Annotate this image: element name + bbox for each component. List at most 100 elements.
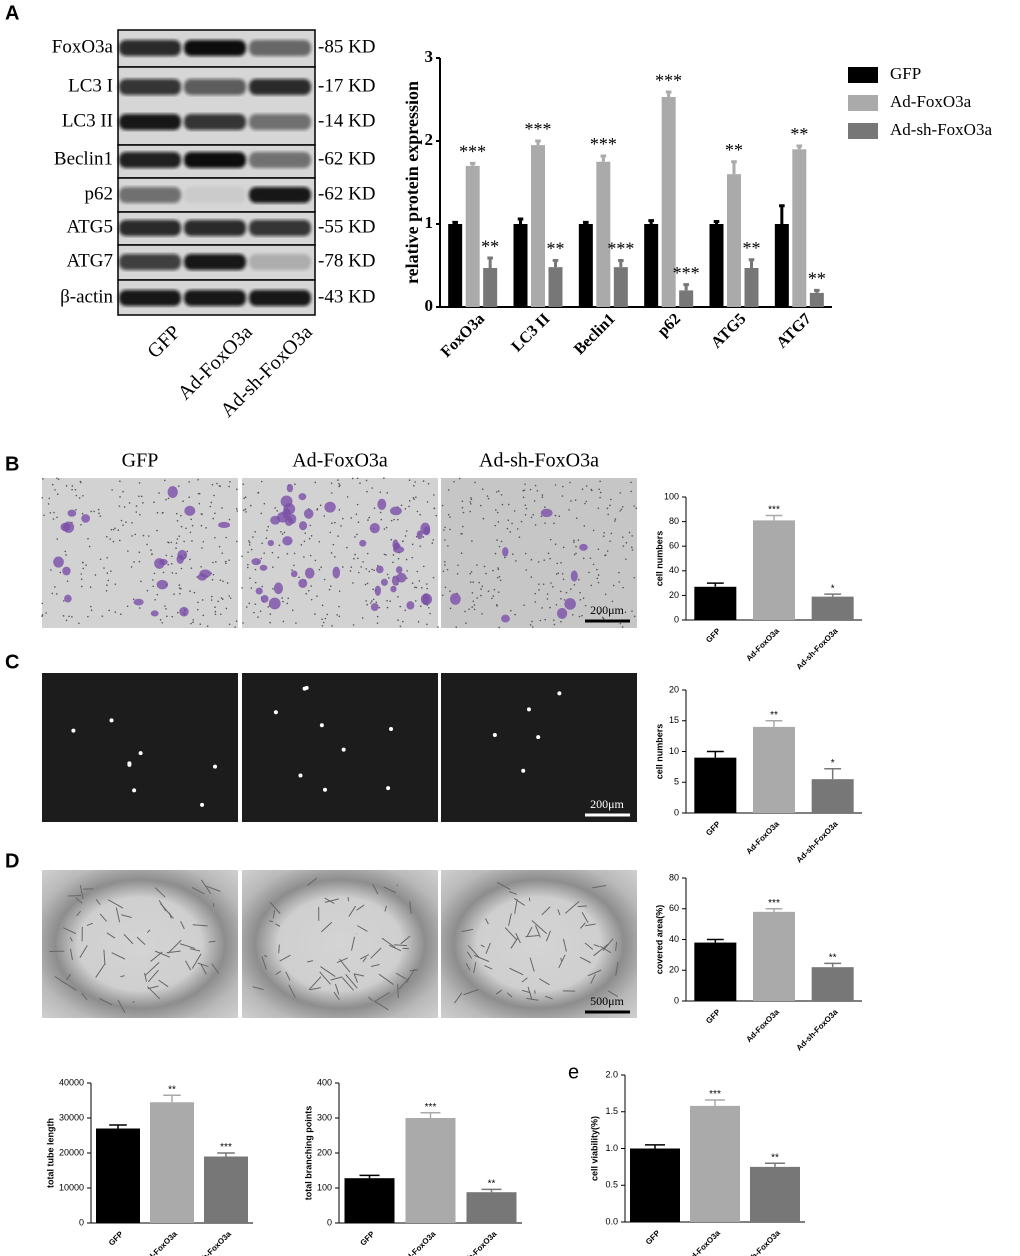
image-speck <box>420 587 423 589</box>
image-speck <box>411 543 414 546</box>
image-tube-line <box>515 932 521 944</box>
image-speck <box>228 485 230 488</box>
image-speck <box>418 580 421 582</box>
image-speck <box>71 616 73 618</box>
size-label: -14 KD <box>318 110 376 131</box>
image-speck <box>575 517 578 520</box>
image-speck <box>175 512 178 515</box>
image-speck <box>261 585 264 588</box>
image-tube-line <box>484 965 493 970</box>
y-tick-label: 1.5 <box>605 1106 618 1116</box>
image-tube-line <box>558 954 566 969</box>
image-speck <box>88 545 91 548</box>
image-speck <box>402 540 404 543</box>
image-cell <box>260 595 269 603</box>
image-speck <box>464 610 466 613</box>
image-cell <box>156 579 168 590</box>
image-speck <box>150 549 152 551</box>
image-speck <box>352 582 354 584</box>
image-speck <box>106 556 108 559</box>
image-speck <box>411 582 414 585</box>
image-speck <box>500 493 503 496</box>
image-tube-line <box>208 940 216 943</box>
image-speck <box>392 561 394 564</box>
blot-band <box>119 114 181 130</box>
y-tick-label: 40 <box>669 934 679 944</box>
image-cell <box>556 608 568 619</box>
image-speck <box>553 522 555 525</box>
image-speck <box>406 570 408 572</box>
image-speck <box>119 480 121 483</box>
image-cell <box>298 578 308 589</box>
image-speck <box>470 503 472 505</box>
error-bar <box>824 593 842 597</box>
column-title: Ad-sh-FoxO3a <box>479 450 599 472</box>
image-speck <box>497 568 500 571</box>
image-speck <box>422 565 425 568</box>
image-speck <box>575 545 577 548</box>
image-speck <box>156 511 159 514</box>
image-speck <box>314 481 317 484</box>
image-speck <box>362 561 364 563</box>
x-tick-label: ATG7 <box>773 310 814 351</box>
image-speck <box>355 513 358 516</box>
image-tube-line <box>398 977 410 990</box>
image-speck <box>366 582 369 585</box>
image-speck <box>573 553 576 556</box>
image-speck <box>530 516 533 519</box>
image-speck <box>56 493 59 496</box>
image-speck <box>142 534 145 537</box>
image-speck <box>87 537 89 540</box>
image-speck <box>630 481 632 484</box>
image-speck <box>201 547 203 549</box>
image-cell <box>377 498 387 510</box>
image-speck <box>491 597 493 600</box>
image-cell <box>570 570 578 582</box>
image-speck <box>462 525 464 528</box>
image-speck <box>413 484 415 487</box>
image-speck <box>481 585 484 588</box>
image-speck <box>122 490 124 493</box>
image-speck <box>633 505 636 507</box>
image-speck <box>506 527 509 530</box>
image-speck <box>323 515 326 517</box>
image-speck <box>54 489 56 491</box>
image-tube-line <box>370 963 380 967</box>
x-tick-label: Ad-sh-FoxO3a <box>737 1228 782 1256</box>
image-speck <box>582 557 585 560</box>
x-tick-label: p62 <box>654 310 684 340</box>
image-speck <box>509 609 512 612</box>
image-speck <box>214 512 216 515</box>
x-tick-label: Ad-sh-FoxO3a <box>188 1229 233 1256</box>
image-speck <box>356 477 359 480</box>
panel-label: D <box>5 850 19 872</box>
error-bar <box>706 582 724 587</box>
image-tube-line <box>383 886 396 893</box>
significance-label: *** <box>768 505 780 516</box>
image-tube-line <box>136 936 146 945</box>
y-tick-label: 60 <box>669 903 679 913</box>
x-tick-label: Beclin1 <box>571 310 619 358</box>
image-speck <box>56 477 58 480</box>
image-tube-line <box>285 971 291 981</box>
image-speck <box>373 569 375 572</box>
lane-label: GFP <box>143 321 185 363</box>
error-bar <box>645 1144 665 1149</box>
image-tube-line <box>307 960 314 963</box>
image-speck <box>146 589 149 592</box>
image-speck <box>534 524 537 526</box>
image-speck <box>218 545 221 548</box>
image-speck <box>531 626 534 628</box>
bar <box>465 165 480 307</box>
image-cell <box>374 585 382 596</box>
y-axis-label: total branching points <box>303 1106 313 1201</box>
image-tube-line <box>461 928 474 933</box>
image-speck <box>182 500 184 502</box>
image-speck <box>41 496 44 499</box>
y-axis-label: relative protein expression <box>402 81 422 284</box>
image-speck <box>461 500 464 503</box>
image-speck <box>276 510 278 512</box>
protein-label: LC3 II <box>62 110 113 131</box>
x-tick-label: GFP <box>358 1229 376 1247</box>
image-cell <box>303 508 314 519</box>
